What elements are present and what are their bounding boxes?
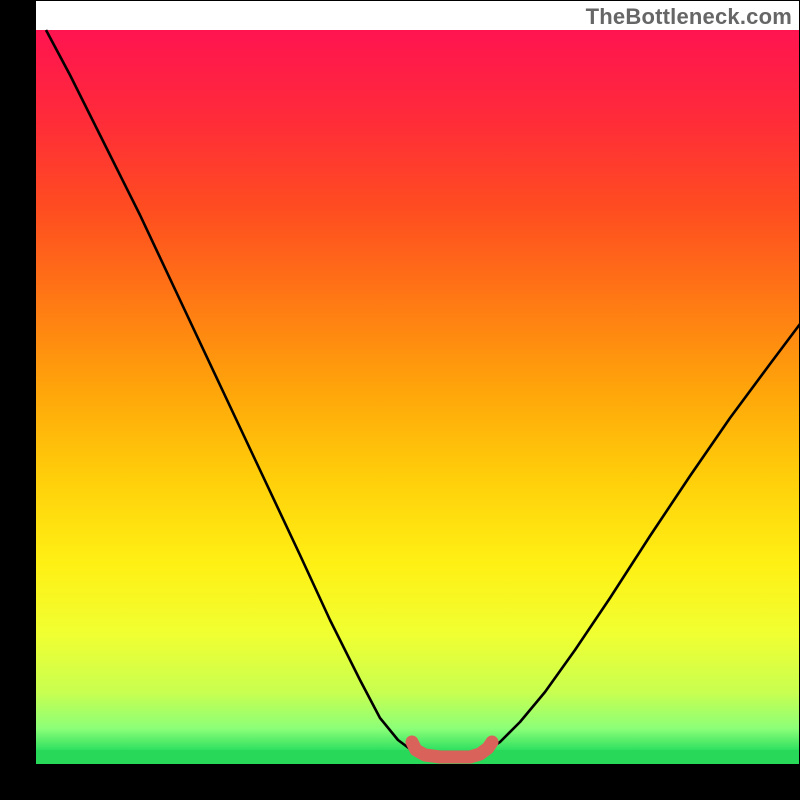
plot-background [36, 30, 800, 750]
frame-border-bottom [0, 764, 800, 800]
watermark-text: TheBottleneck.com [586, 4, 792, 30]
frame-border-left [0, 0, 36, 800]
chart-svg [0, 0, 800, 800]
